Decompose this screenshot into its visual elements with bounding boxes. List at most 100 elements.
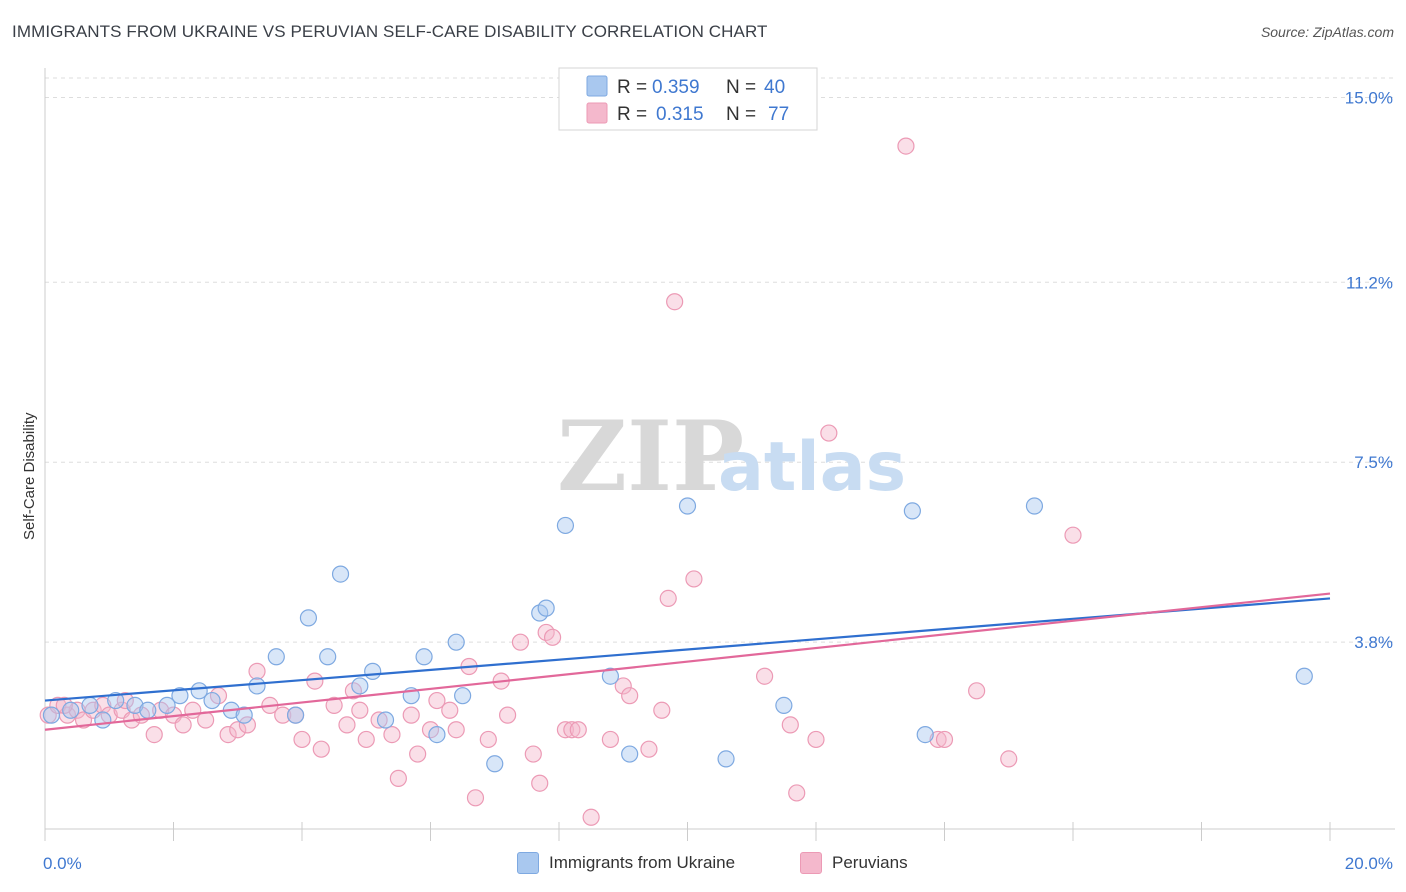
ukraine-point: [447, 633, 465, 651]
ukraine-point: [556, 516, 575, 535]
legend-swatch-peruvians: [800, 852, 822, 874]
peruvians-point: [312, 740, 330, 758]
legend-top: R = 0.359 N = 40 R = 0.315 N = 77: [558, 67, 818, 131]
peruvians-point: [116, 691, 134, 710]
ukraine-point: [94, 711, 112, 729]
peruvians-point: [229, 721, 247, 739]
ukraine-point: [126, 696, 144, 715]
peruvians-point: [383, 725, 401, 744]
peruvians-point: [543, 628, 562, 646]
peruvians-point: [174, 716, 192, 734]
ukraine-point: [428, 725, 446, 744]
peruvians-point: [531, 774, 549, 792]
y-tick-label-0: 3.8%: [1354, 633, 1393, 652]
legend-r-label-1: R =: [617, 77, 647, 98]
ukraine-point: [486, 755, 504, 773]
ukraine-point: [601, 667, 620, 685]
series-peruvians-points: [39, 137, 1082, 826]
ukraine-point: [775, 696, 793, 715]
peruvians-point: [479, 730, 497, 749]
peruvians-point: [238, 716, 256, 734]
chart-title: IMMIGRANTS FROM UKRAINE VS PERUVIAN SELF…: [12, 22, 768, 41]
ukraine-point: [203, 691, 221, 710]
source-credit: Source: ZipAtlas.com: [1260, 24, 1394, 40]
ukraine-point: [190, 682, 208, 700]
peruvians-point: [370, 711, 388, 729]
ukraine-point: [331, 565, 350, 583]
peruvians-point: [659, 589, 677, 608]
legend-n-label-1: N =: [726, 77, 756, 98]
ukraine-point: [678, 497, 697, 515]
peruvians-point: [441, 701, 459, 719]
peruvians-point: [499, 706, 517, 724]
peruvians-point: [556, 721, 575, 739]
peruvians-point: [1000, 750, 1018, 768]
peruvians-point: [428, 691, 446, 710]
ukraine-point: [376, 711, 395, 729]
y-tick-label-2: 11.2%: [1346, 273, 1393, 292]
peruvians-point: [640, 740, 658, 758]
peruvians-point: [935, 730, 954, 749]
ukraine-point: [158, 696, 176, 715]
legend-bottom: Immigrants from Ukraine Peruvians: [0, 852, 1406, 878]
peruvians-point: [511, 633, 530, 651]
ukraine-point: [717, 750, 735, 768]
ukraine-point: [286, 706, 305, 724]
x-tick-label-0: 0.0%: [43, 854, 82, 873]
peruvians-point: [601, 730, 620, 749]
legend-n-value-2: 77: [768, 104, 789, 125]
peruvians-point: [621, 687, 639, 705]
ukraine-point: [42, 706, 61, 724]
legend-r-label-2: R =: [617, 104, 647, 125]
legend-r-value-2: 0.315: [656, 104, 704, 125]
peruvians-point: [351, 701, 369, 719]
legend-swatch-ukraine: [517, 852, 539, 874]
peruvians-point: [897, 137, 915, 155]
peruvians-point: [614, 677, 632, 695]
ukraine-point: [62, 701, 80, 719]
trend-lines: [44, 592, 1331, 731]
ukraine-point: [235, 706, 253, 724]
peruvians-point: [755, 667, 774, 685]
ukraine-point: [1295, 667, 1313, 685]
trend-line-peruvians: [44, 592, 1331, 731]
peruvians-point: [306, 672, 324, 690]
axes: [44, 68, 1395, 841]
ukraine-point: [364, 662, 382, 680]
peruvians-point: [357, 730, 375, 749]
ukraine-point: [415, 648, 433, 666]
legend-item-peruvians: Peruvians: [800, 852, 908, 874]
legend-label-peruvians: Peruvians: [832, 853, 908, 872]
grid-lines: [45, 77, 1395, 643]
peruvians-point: [1064, 526, 1082, 544]
peruvians-point: [402, 706, 420, 724]
legend-r-value-1: 0.359: [652, 77, 700, 98]
peruvians-point: [248, 662, 266, 680]
legend-n-label-2: N =: [726, 104, 756, 125]
ukraine-point: [319, 648, 337, 666]
watermark-atlas: atlas: [718, 428, 906, 507]
peruvians-point: [781, 716, 799, 734]
ukraine-point: [171, 687, 189, 705]
ukraine-point: [454, 687, 472, 705]
peruvians-point: [582, 808, 600, 826]
ukraine-point: [351, 677, 369, 695]
ukraine-point: [299, 609, 318, 627]
legend-top-swatch-blue: [586, 75, 608, 97]
ukraine-point: [267, 648, 285, 666]
peruvians-point: [820, 424, 838, 442]
ukraine-point: [621, 745, 639, 763]
y-tick-label-1: 7.5%: [1354, 453, 1393, 472]
peruvians-point: [563, 721, 581, 739]
peruvians-point: [807, 730, 825, 749]
ukraine-point: [537, 599, 555, 617]
peruvians-point: [569, 721, 587, 739]
ukraine-point: [81, 696, 99, 715]
peruvians-point: [653, 701, 671, 719]
peruvians-point: [293, 730, 311, 749]
y-tick-label-3: 15.0%: [1345, 88, 1393, 107]
legend-n-value-1: 40: [764, 77, 785, 98]
x-tick-label-1: 20.0%: [1345, 854, 1393, 873]
peruvians-point: [389, 769, 407, 787]
